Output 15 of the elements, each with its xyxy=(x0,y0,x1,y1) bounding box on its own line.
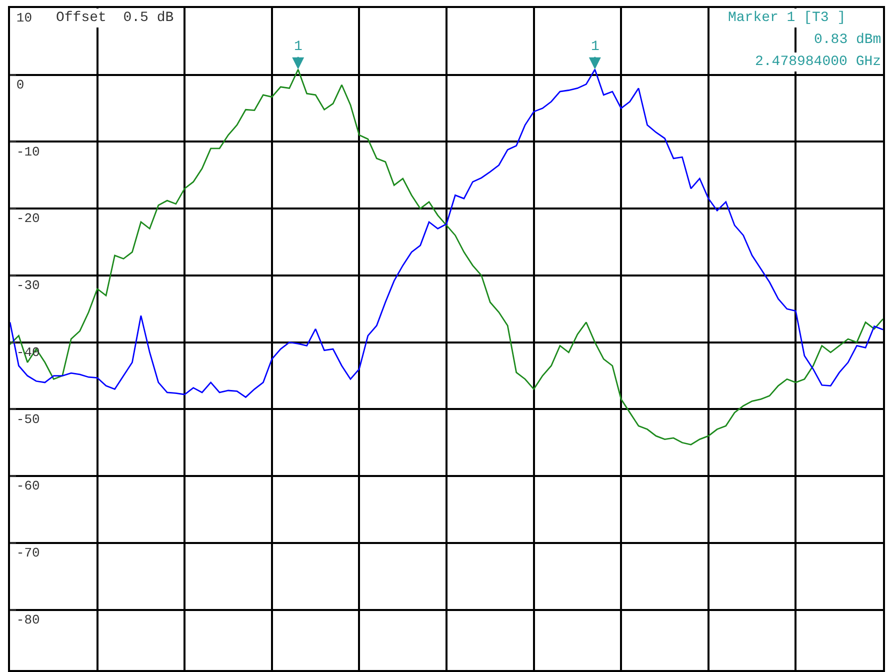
y-tick-label: -10 xyxy=(16,144,40,160)
annotation: 1 xyxy=(294,39,302,55)
y-tick-label: -60 xyxy=(16,478,40,494)
y-tick-label: 0 xyxy=(16,77,24,92)
annotation: 1 xyxy=(591,39,600,55)
annotation: 2.478984000 GHz xyxy=(755,54,882,70)
annotation: Marker 1 [T3 ] xyxy=(728,10,846,26)
y-tick-label: -30 xyxy=(16,278,40,294)
annotation: 0.83 dBm xyxy=(814,32,882,48)
y-tick-label: 10 xyxy=(16,10,32,26)
y-tick-label: -20 xyxy=(16,211,40,226)
y-tick-label: -50 xyxy=(16,412,40,427)
y-tick-label: -80 xyxy=(16,612,40,628)
y-tick-label: -70 xyxy=(16,546,40,560)
annotation: Offset 0.5 dB xyxy=(56,10,174,26)
